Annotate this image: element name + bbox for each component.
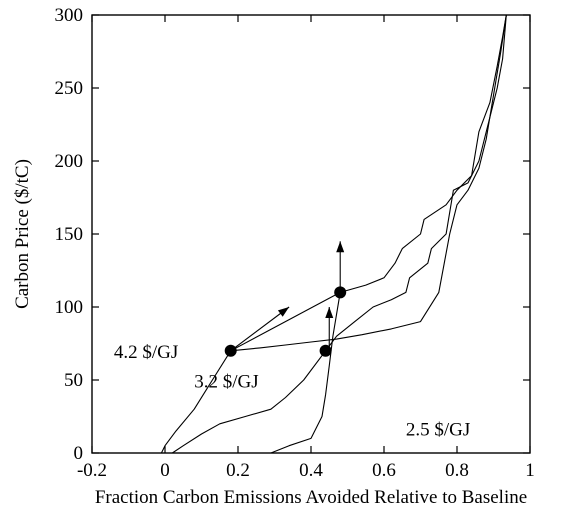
series-annotation: 4.2 $/GJ <box>114 342 178 363</box>
y-axis-label: Carbon Price ($/tC) <box>12 159 33 309</box>
arrow-head <box>325 307 334 318</box>
arrows <box>230 241 345 352</box>
y-tick-label: 0 <box>74 443 84 464</box>
x-tick-label: 1 <box>525 460 535 481</box>
y-tick-label: 300 <box>55 5 84 26</box>
connector-segment <box>230 291 341 352</box>
y-tick-label: 150 <box>55 224 84 245</box>
x-tick-label: 0.8 <box>445 460 469 481</box>
connector-line <box>230 291 341 352</box>
marker-dot <box>319 344 332 357</box>
x-tick-label: 0.2 <box>226 460 250 481</box>
x-axis-label: Fraction Carbon Emissions Avoided Relati… <box>95 487 527 508</box>
y-tick-label: 250 <box>55 78 84 99</box>
x-tick-label: 0 <box>160 460 170 481</box>
y-tick-label: 200 <box>55 151 84 172</box>
axis-ticks <box>91 14 531 454</box>
marker-dot <box>224 344 237 357</box>
x-tick-label: -0.2 <box>77 460 107 481</box>
arrow-head <box>336 241 345 253</box>
y-tick-label: 100 <box>55 297 84 318</box>
series-annotation: 2.5 $/GJ <box>406 419 470 440</box>
marker-dot <box>334 286 347 299</box>
series-lines <box>160 14 507 454</box>
series-annotation: 3.2 $/GJ <box>194 371 258 392</box>
series-line-2 <box>171 14 507 454</box>
annotations: 4.2 $/GJ 3.2 $/GJ 2.5 $/GJ <box>114 342 470 440</box>
series-line-3 <box>270 14 507 454</box>
x-tick-label: 0.4 <box>299 460 323 481</box>
y-tick-label: 50 <box>64 370 83 391</box>
series-line-1 <box>160 14 507 454</box>
arrow-shaft <box>230 306 290 352</box>
arrow-head <box>277 307 290 317</box>
plot-frame <box>91 14 531 454</box>
markers <box>224 286 347 357</box>
x-tick-label: 0.6 <box>372 460 396 481</box>
